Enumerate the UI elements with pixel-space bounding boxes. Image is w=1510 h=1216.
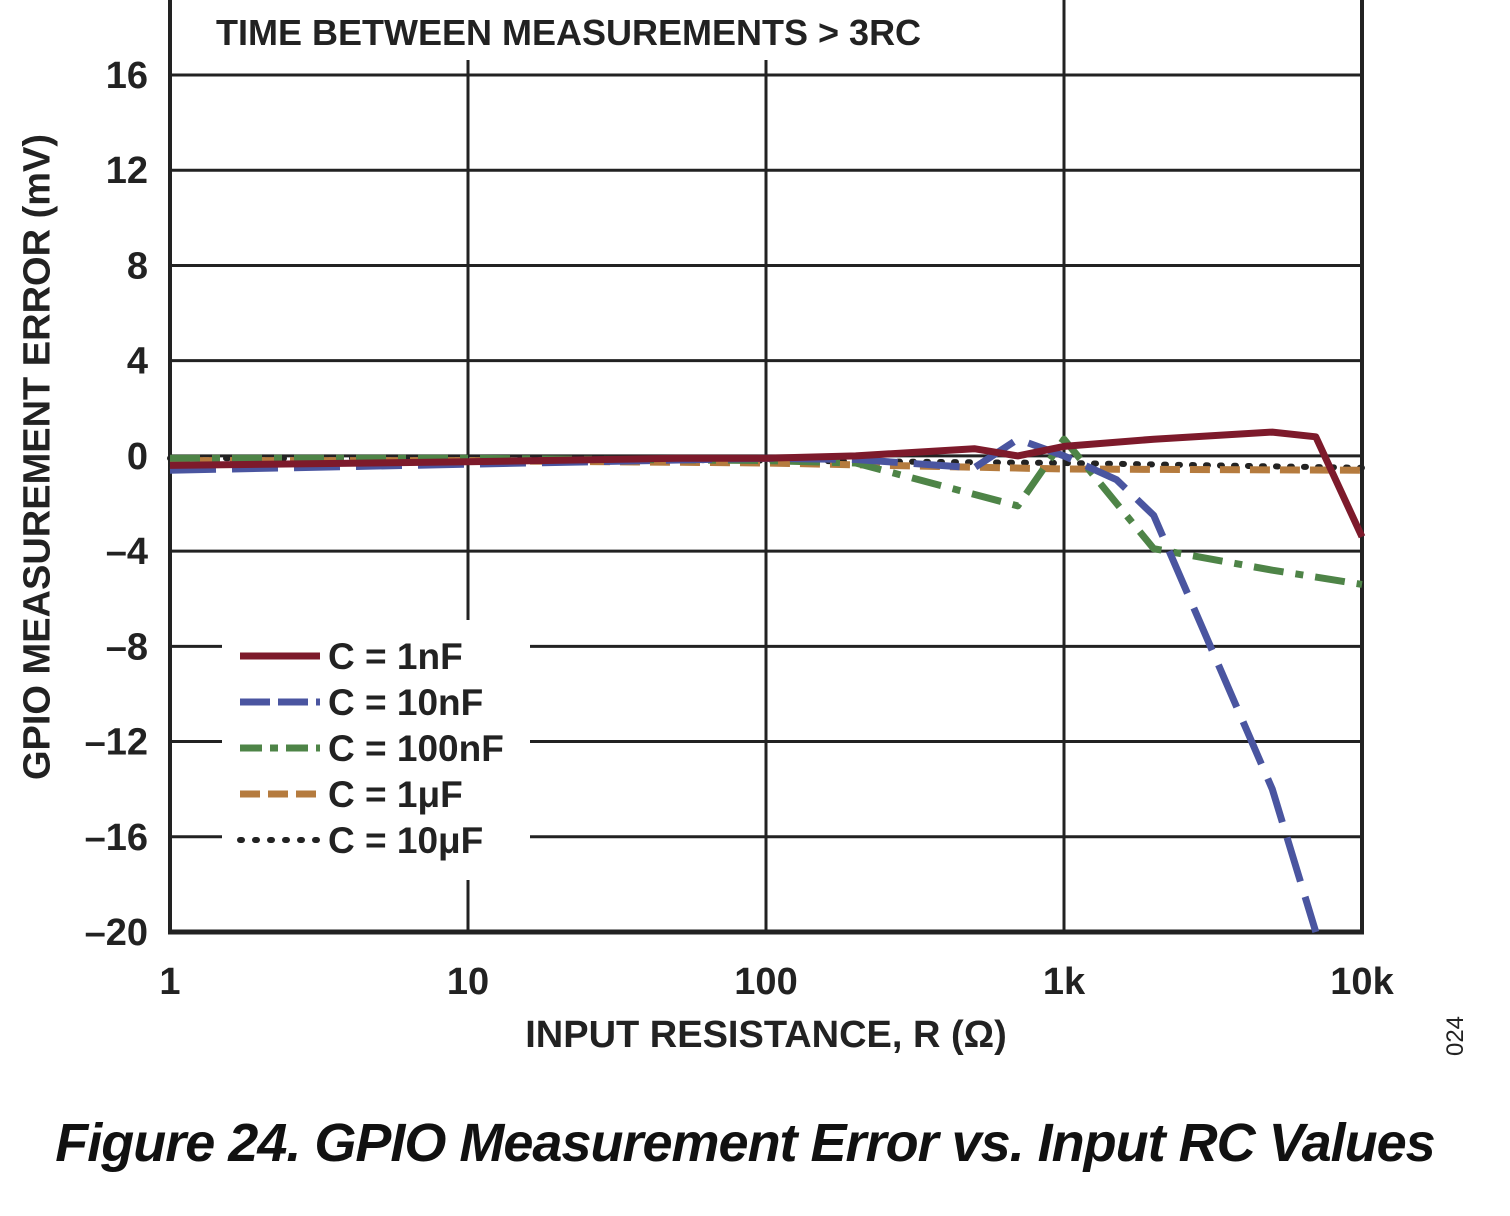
- y-tick-label: 4: [127, 341, 148, 383]
- y-tick-label: 0: [127, 436, 148, 478]
- legend-label: C = 10μF: [328, 820, 483, 861]
- figure-caption: Figure 24. GPIO Measurement Error vs. In…: [55, 1113, 1435, 1173]
- legend-label: C = 1nF: [328, 636, 463, 677]
- legend-label: C = 10nF: [328, 682, 483, 723]
- x-tick-label: 10k: [1330, 961, 1394, 1003]
- x-axis-label: INPUT RESISTANCE, R (Ω): [525, 1014, 1007, 1056]
- series-line-c1nF: [169, 428, 1366, 539]
- x-tick-label: 100: [734, 961, 797, 1003]
- y-tick-label: 8: [127, 245, 148, 287]
- y-tick-label: –4: [106, 531, 148, 573]
- y-axis-label: GPIO MEASUREMENT ERROR (mV): [16, 133, 59, 781]
- y-tick-label: –8: [106, 626, 148, 668]
- legend-label: C = 1μF: [328, 774, 463, 815]
- y-tick-label: –20: [85, 912, 148, 954]
- y-tick-label: 12: [106, 150, 148, 192]
- x-tick-label: 10: [447, 961, 489, 1003]
- x-tick-label: 1k: [1043, 961, 1086, 1003]
- legend-label: C = 100nF: [328, 728, 504, 769]
- x-tick-label: 1: [159, 961, 180, 1003]
- y-tick-label: 16: [106, 55, 148, 97]
- chart-annotation: TIME BETWEEN MEASUREMENTS > 3RC: [216, 12, 922, 53]
- figure-id: 024: [1442, 1015, 1469, 1057]
- y-tick-label: –12: [85, 722, 148, 764]
- y-tick-label: –16: [85, 817, 148, 859]
